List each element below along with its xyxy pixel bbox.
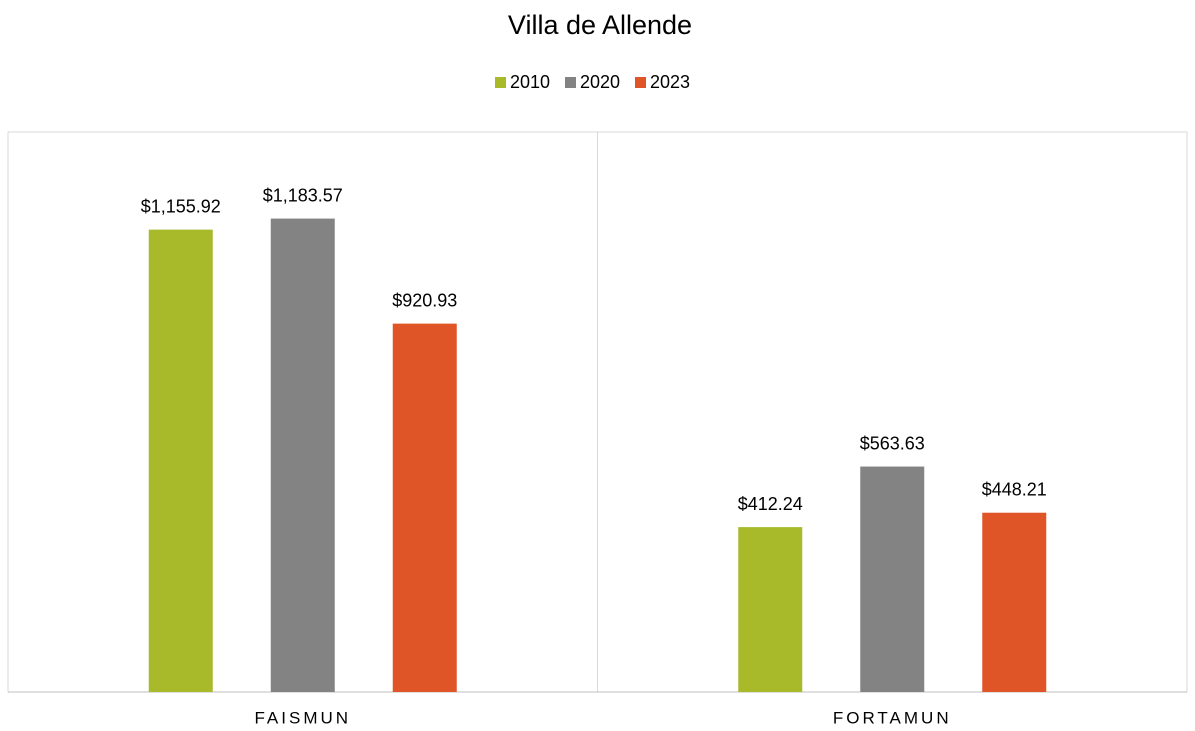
data-label: $412.24 — [738, 494, 803, 514]
bar — [982, 512, 1047, 692]
x-tick-label: FORTAMUN — [833, 708, 952, 727]
bar — [148, 229, 213, 692]
data-label: $1,155.92 — [141, 196, 221, 216]
bar — [392, 323, 457, 692]
data-label: $920.93 — [392, 290, 457, 310]
x-tick-label: FAISMUN — [254, 708, 351, 727]
legend-label: 2010 — [510, 72, 550, 92]
legend-label: 2023 — [650, 72, 690, 92]
legend: 2010 2020 2023 — [495, 72, 690, 92]
bar — [738, 527, 803, 692]
chart-title: Villa de Allende — [508, 10, 692, 40]
legend-swatch — [635, 77, 646, 88]
bar — [860, 466, 925, 692]
legend-swatch — [565, 77, 576, 88]
data-label: $448.21 — [982, 479, 1047, 499]
bar — [270, 218, 335, 692]
legend-swatch — [495, 77, 506, 88]
data-label: $1,183.57 — [263, 185, 343, 205]
data-label: $563.63 — [860, 433, 925, 453]
legend-label: 2020 — [580, 72, 620, 92]
